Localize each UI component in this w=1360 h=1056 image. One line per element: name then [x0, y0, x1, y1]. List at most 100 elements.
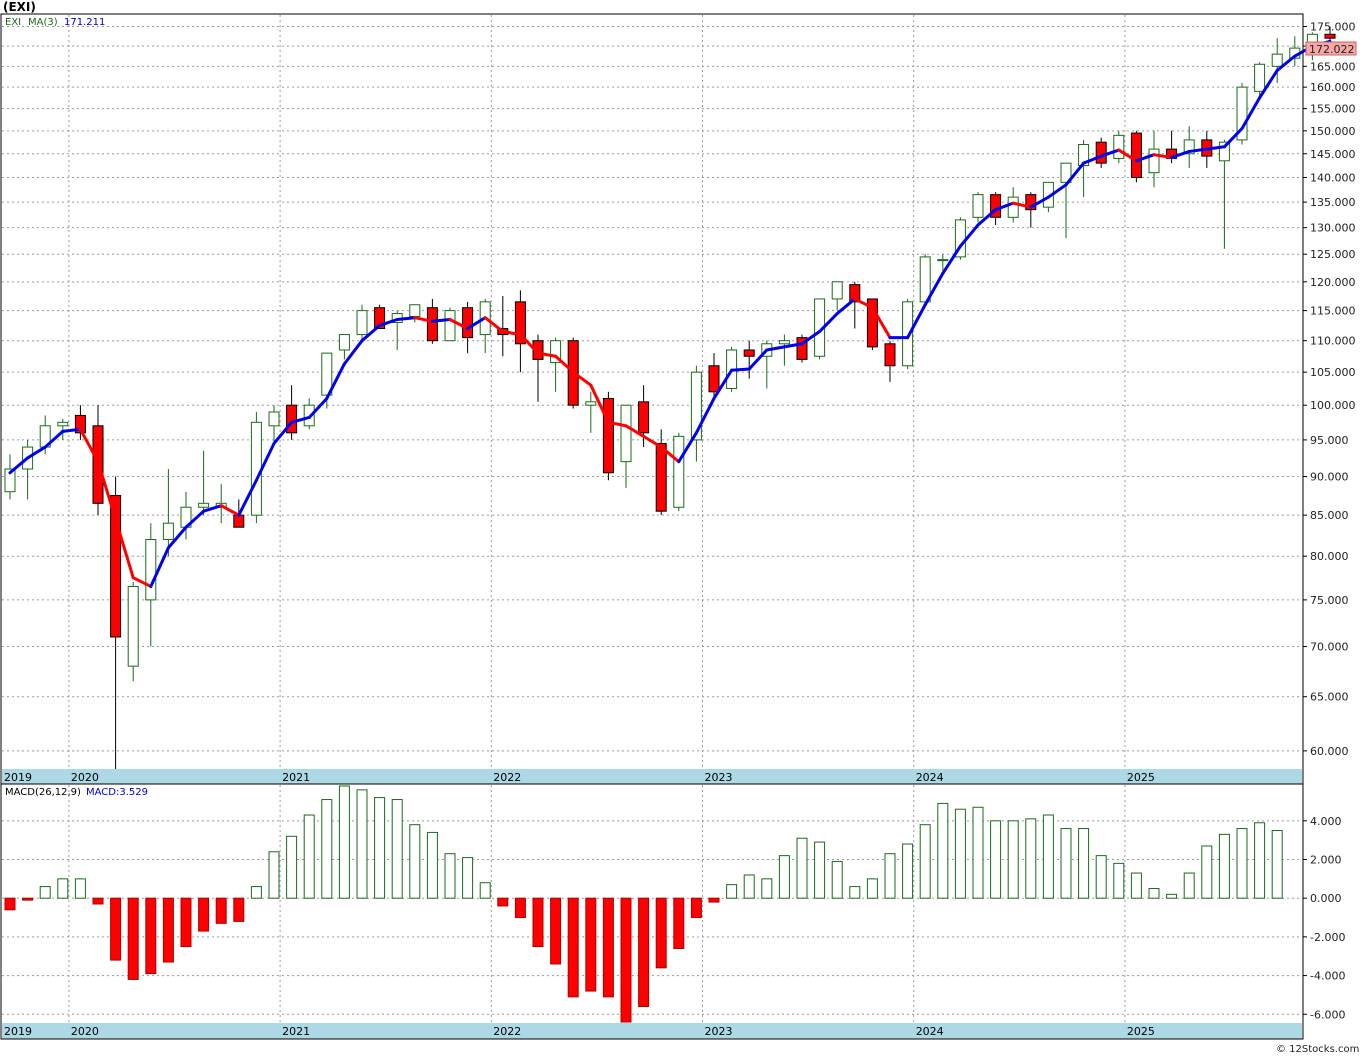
- macd-bar: [444, 853, 456, 899]
- ma-segment: [1099, 148, 1121, 158]
- candle-body: [1025, 194, 1037, 211]
- macd-bar: [145, 897, 157, 975]
- ma-segment: [765, 345, 786, 352]
- ma-segment: [1222, 127, 1244, 149]
- year-label: 2020: [71, 1025, 99, 1038]
- price-tick-label: 65.000: [1310, 691, 1349, 704]
- candle-body: [233, 514, 245, 528]
- candle-body: [127, 585, 139, 667]
- ma-segment: [835, 297, 857, 316]
- ma-segment: [994, 201, 1015, 212]
- candle-body: [321, 352, 333, 396]
- macd-bar: [1254, 822, 1266, 899]
- macd-bar: [74, 878, 86, 899]
- candle-body: [268, 411, 280, 427]
- macd-bar: [409, 824, 421, 899]
- macd-bar: [356, 789, 368, 899]
- candle-body: [1130, 132, 1142, 179]
- price-tick-label: 125.000: [1310, 248, 1356, 261]
- last-price-marker: [1305, 41, 1357, 56]
- ma-segment: [941, 244, 962, 275]
- macd-bar: [22, 897, 34, 901]
- ma-segment: [712, 368, 734, 400]
- ma-segment: [1240, 96, 1262, 131]
- macd-bar: [1166, 893, 1178, 899]
- macd-bar: [303, 814, 315, 899]
- last-price-label: 172.022: [1309, 43, 1355, 56]
- ma-segment: [325, 362, 346, 400]
- price-tick-label: 110.000: [1310, 335, 1356, 348]
- ma-segment: [923, 271, 945, 307]
- year-label: 2020: [71, 771, 99, 784]
- price-tick-label: 90.000: [1310, 470, 1349, 483]
- macd-bar: [110, 897, 122, 961]
- candle-body: [1007, 196, 1019, 218]
- price-tick-label: 105.000: [1310, 366, 1356, 379]
- macd-tick-label: 0.000: [1310, 892, 1342, 905]
- macd-bar: [39, 886, 51, 899]
- candle-body: [1236, 86, 1248, 141]
- candle-body: [673, 435, 685, 508]
- ma-segment: [554, 354, 575, 374]
- candle-body: [74, 414, 86, 434]
- candle-body: [972, 194, 984, 218]
- candle-body: [708, 365, 720, 393]
- macd-bar: [954, 808, 966, 899]
- ma-segment: [8, 456, 30, 475]
- candle-body: [426, 307, 438, 342]
- macd-bar: [1236, 828, 1248, 899]
- ma-segment: [853, 297, 874, 310]
- price-tick-label: 70.000: [1310, 641, 1349, 654]
- ma-segment: [466, 316, 487, 331]
- candle-body: [743, 349, 755, 357]
- price-tick-label: 85.000: [1310, 509, 1349, 522]
- candle-body: [1271, 53, 1283, 67]
- macd-bar: [796, 837, 808, 899]
- legend-ma-value: 171.211: [64, 17, 105, 28]
- macd-bar: [849, 886, 861, 899]
- macd-bar: [831, 860, 843, 899]
- ma-segment: [1187, 147, 1209, 153]
- ma-segment: [1152, 153, 1174, 160]
- year-label: 2021: [282, 771, 310, 784]
- macd-bar: [585, 897, 597, 992]
- macd-bar: [602, 897, 614, 998]
- macd-bar: [338, 785, 350, 899]
- macd-bar: [1078, 828, 1090, 899]
- ma-segment: [571, 370, 593, 387]
- ma-segment: [254, 441, 276, 482]
- candle-body: [1218, 141, 1230, 162]
- legend-ma-label: MA(3): [28, 17, 58, 28]
- ma-segment: [589, 383, 610, 424]
- watermark: © 12Stocks.com: [1276, 1044, 1359, 1055]
- ma-segment: [606, 420, 628, 428]
- price-tick-label: 115.000: [1310, 305, 1356, 318]
- macd-bar: [532, 897, 544, 948]
- macd-bar: [1042, 814, 1054, 899]
- macd-legend-value: MACD:3.529: [86, 787, 148, 798]
- macd-bar: [426, 831, 438, 899]
- ma-segment: [536, 351, 558, 358]
- candle-body: [110, 495, 122, 638]
- ma-segment: [166, 525, 188, 550]
- ma-segment: [1117, 148, 1138, 163]
- ma-segment: [1064, 161, 1086, 187]
- macd-bar: [550, 897, 562, 965]
- candle-body: [444, 310, 456, 342]
- candle-body: [462, 307, 474, 339]
- macd-bar: [866, 878, 878, 899]
- ma-segment: [747, 348, 769, 371]
- year-label: 2019: [4, 771, 32, 784]
- moving-average-line: [8, 39, 1332, 588]
- ma-segment: [290, 415, 311, 424]
- ma-segment: [730, 367, 751, 372]
- year-label: 2023: [705, 771, 733, 784]
- ma-segment: [694, 396, 716, 435]
- macd-bar: [990, 820, 1002, 899]
- ma-segment: [360, 323, 382, 343]
- ma-segment: [114, 517, 135, 580]
- ma-segment: [1205, 145, 1226, 151]
- macd-bar: [761, 878, 773, 899]
- ma-segment: [131, 576, 153, 588]
- price-tick-label: 135.000: [1310, 196, 1356, 209]
